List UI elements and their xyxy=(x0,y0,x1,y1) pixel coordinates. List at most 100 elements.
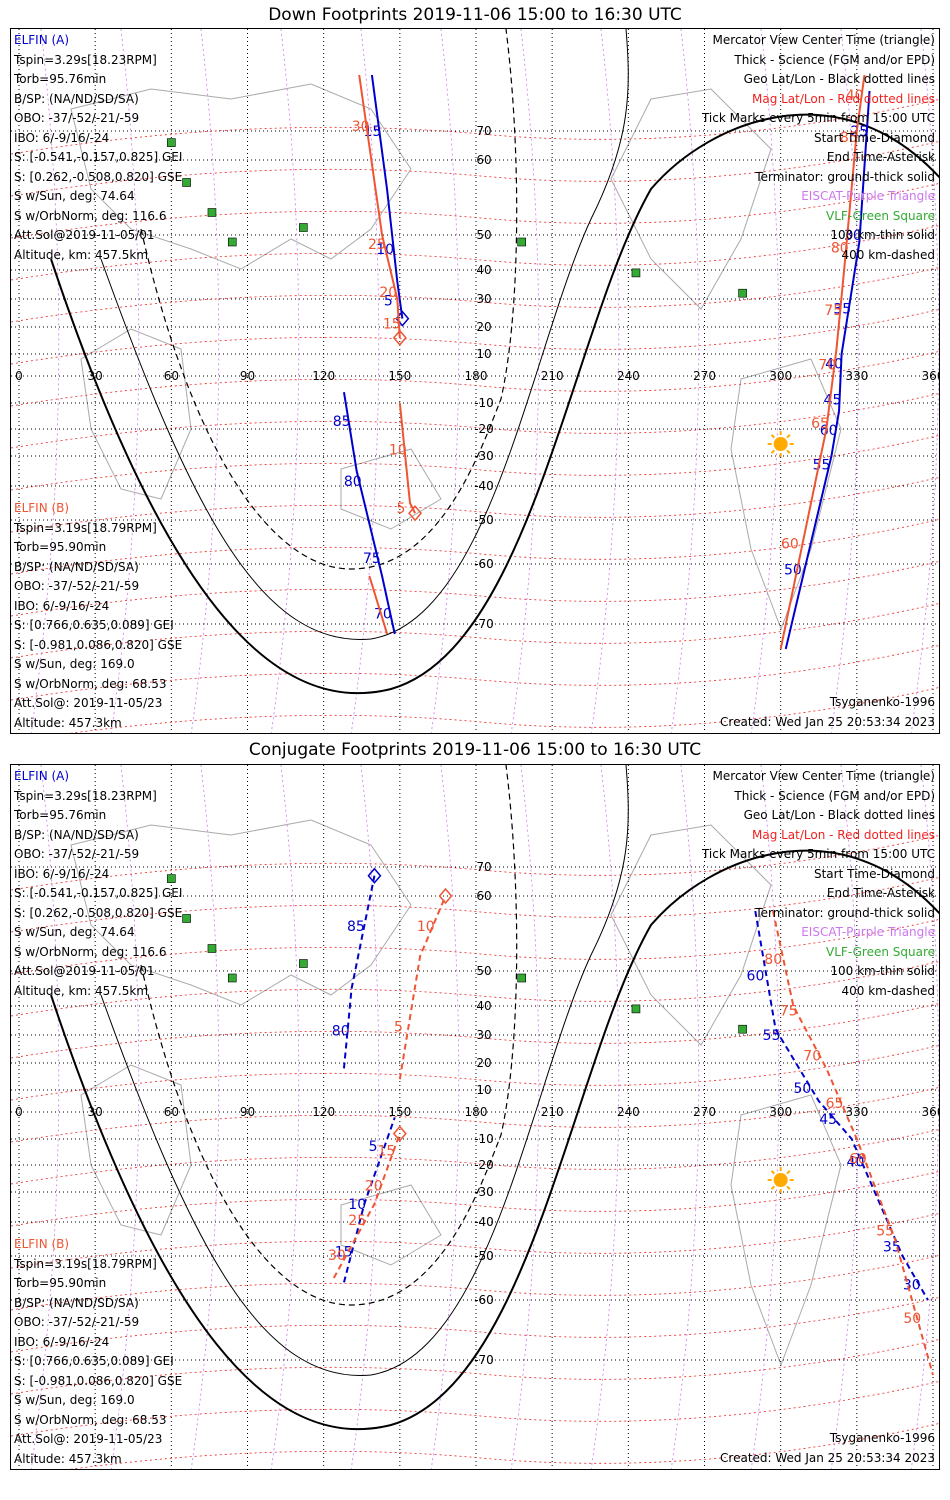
minute-tick-label: 40 xyxy=(846,88,864,104)
lat-tick-label: 70 xyxy=(476,124,491,138)
lat-tick-label: 30 xyxy=(476,292,491,306)
minute-tick-label: 70 xyxy=(374,607,392,623)
lat-tick-label: -60 xyxy=(474,557,494,571)
minute-tick-label: 85 xyxy=(840,130,858,146)
minute-tick-label: 25 xyxy=(850,124,868,140)
mag-grid-parallel xyxy=(11,1297,939,1353)
map-panel-conjugate: 0 30 60 90 120 150 180 210 240 270 300 330 360 70 60 50… xyxy=(10,764,940,1470)
elfin-a-line: S: [-0.541,-0.157,0.825] GEI xyxy=(14,886,183,900)
coastline xyxy=(80,328,192,500)
lat-tick-label: -10 xyxy=(474,1132,494,1146)
elfin-a-line: S w/OrbNorm, deg: 116.6 xyxy=(14,208,167,223)
elfin-a-line: S w/Sun, deg: 74.64 xyxy=(14,189,135,203)
footprint-track-a-east xyxy=(754,910,929,1301)
elfin-a-line: S w/Sun, deg: 74.64 xyxy=(14,925,135,939)
lat-tick-label: 40 xyxy=(476,263,491,277)
mag-grid-meridian xyxy=(590,29,620,733)
elfin-b-line: Altitude: 457.3km xyxy=(14,1451,122,1466)
elfin-b-line: Att.Sol@: 2019-11-05/23 xyxy=(14,696,163,710)
geo-grid xyxy=(11,29,939,733)
legend-100km: 100 km-thin solid xyxy=(830,228,935,242)
coastline xyxy=(610,88,772,310)
start-diamond-icon xyxy=(408,505,423,522)
minute-tick-label: 70 xyxy=(803,1048,821,1064)
elfin-b-line: S: [-0.981,0.086,0.820] GSE xyxy=(14,1373,183,1388)
minute-tick-label: 70 xyxy=(818,358,836,374)
lon-tick-label: 300 xyxy=(769,1105,792,1119)
elfin-a-line: Tspin=3.29s[18.23RPM] xyxy=(14,52,157,67)
elfin-b-line: S w/Sun, deg: 169.0 xyxy=(14,657,135,671)
elfin-a-line: Torb=95.76min xyxy=(14,72,107,86)
mag-grid-parallel xyxy=(11,1213,939,1269)
mag-grid-parallel xyxy=(69,687,939,733)
elfin-a-info: ELFIN (A) Tspin=3.29s[18.23RPM] Torb=95.… xyxy=(14,767,182,1001)
elfin-a-line: S w/OrbNorm, deg: 116.6 xyxy=(14,944,167,959)
elfin-b-line: S w/OrbNorm, deg: 68.53 xyxy=(14,676,167,691)
panel-title-down: Down Footprints 2019-11-06 15:00 to 16:3… xyxy=(268,5,682,25)
elfin-b-line: Altitude: 457.3km xyxy=(14,715,122,730)
elfin-a-line: OBO: -37/-52/-21/-59 xyxy=(14,111,140,125)
coastline xyxy=(610,824,772,1046)
mag-grid-parallel xyxy=(11,961,939,1017)
minute-tick-label: 5 xyxy=(397,501,406,517)
minute-tick-label: 75 xyxy=(780,1004,798,1020)
mag-grid-parallel xyxy=(11,183,939,239)
lon-tick-label: 210 xyxy=(541,1105,564,1119)
minute-tick-label: 25 xyxy=(368,237,386,253)
minute-tick-label: 20 xyxy=(365,1178,383,1194)
elfin-a-line: Att.Sol@2019-11-05/01 xyxy=(14,228,155,242)
elfin-a-line: IBO: 6/-9/16/-24 xyxy=(14,130,110,145)
minute-tick-label: 60 xyxy=(747,969,765,985)
footprint-track-b-south xyxy=(398,402,416,514)
lon-tick-label: 240 xyxy=(617,369,640,383)
minute-tick-label: 10 xyxy=(348,1197,366,1213)
mag-grid-parallel xyxy=(11,141,939,197)
mag-grid-parallel xyxy=(11,1129,939,1185)
mag-grid-meridian xyxy=(750,765,780,1469)
footprint-track-a-south xyxy=(342,392,396,635)
mag-grid-meridian xyxy=(510,29,540,733)
minute-tick-label: 5 xyxy=(394,1019,403,1035)
mag-grid-meridian xyxy=(270,29,300,733)
mag-grid-parallel xyxy=(11,435,939,491)
model-footer: Tsyganenko-1996 Created: Wed Jan 25 20:5… xyxy=(720,1429,935,1468)
mag-grid xyxy=(11,29,939,733)
minute-tick-label: 15 xyxy=(335,1244,353,1260)
legend-eiscat: EISCAT-Purple Triangle xyxy=(801,925,935,939)
legend-mag-grid: Mag Lat/Lon - Red dotted lines xyxy=(751,91,935,106)
legend-end: End Time-Asterisk xyxy=(826,886,935,900)
lat-tick-label: 20 xyxy=(476,1056,491,1070)
vlf-square-icon xyxy=(517,973,527,983)
sun-disc xyxy=(773,1173,788,1187)
start-diamond-icon xyxy=(438,887,453,905)
sun-ray xyxy=(770,449,776,454)
model-footer: Tsyganenko-1996 Created: Wed Jan 25 20:5… xyxy=(720,693,935,732)
minute-tick-label: 80 xyxy=(831,241,849,257)
coastline xyxy=(340,448,442,530)
minute-tick-label: 65 xyxy=(826,1096,844,1112)
vlf-square-icon xyxy=(631,1004,641,1014)
mag-grid-parallel xyxy=(11,519,939,575)
elfin-b-line: IBO: 6/-9/16/-24 xyxy=(14,598,110,613)
mag-grid-meridian xyxy=(350,29,380,733)
elfin-a-line: B/SP: (NA/ND/SD/SA) xyxy=(14,91,139,106)
created-timestamp: Created: Wed Jan 25 20:53:34 2023 xyxy=(720,714,935,729)
legend-center-time: Mercator View Center Time (triangle) xyxy=(712,769,935,783)
legend-science: Thick - Science (FGM and/or EPD) xyxy=(734,788,935,803)
mag-grid-meridian xyxy=(430,29,460,733)
elfin-b-label: ELFIN (B) xyxy=(14,501,70,515)
mag-grid xyxy=(11,765,939,1469)
elfin-a-line: OBO: -37/-52/-21/-59 xyxy=(14,847,140,861)
lon-tick-label: 90 xyxy=(240,369,255,383)
elfin-a-line: B/SP: (NA/ND/SD/SA) xyxy=(14,827,139,842)
lon-tick-label: 330 xyxy=(845,1105,868,1119)
elfin-a-line: IBO: 6/-9/16/-24 xyxy=(14,866,110,881)
mag-grid-parallel xyxy=(11,877,939,933)
lat-tick-label: -40 xyxy=(474,479,494,493)
mag-grid-parallel xyxy=(11,393,939,449)
sun-ray xyxy=(770,1170,776,1175)
map-canvas-conjugate: 0 30 60 90 120 150 180 210 240 270 300 330 360 70 60 50… xyxy=(11,765,939,1469)
minute-tick-label: 10 xyxy=(417,919,435,935)
mag-grid-meridian xyxy=(110,765,140,1469)
sun-icon xyxy=(767,431,794,457)
